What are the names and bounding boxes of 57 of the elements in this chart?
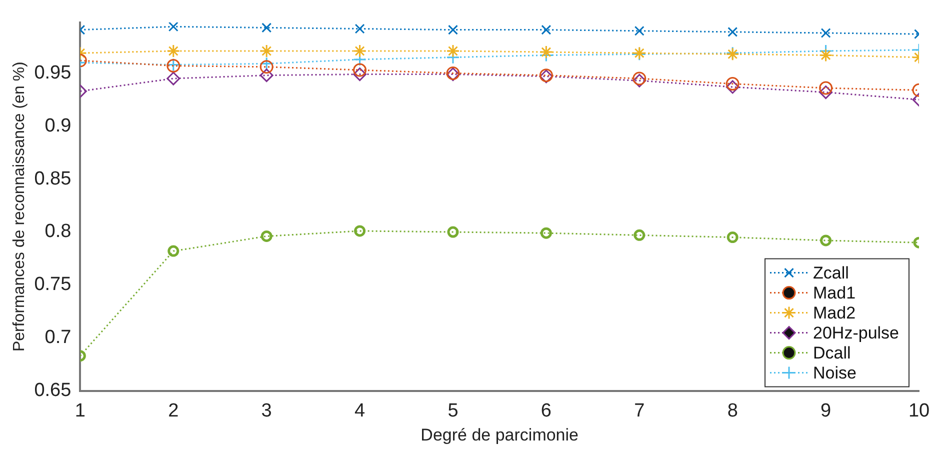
x-tick-label: 6	[540, 400, 552, 422]
point	[634, 26, 644, 36]
point	[726, 232, 738, 244]
x-tick-label: 3	[261, 400, 272, 422]
point	[447, 226, 459, 238]
point	[353, 63, 367, 77]
point	[354, 225, 366, 237]
point	[820, 28, 831, 38]
y-tick-label: 0.8	[44, 221, 72, 242]
y-tick-label: 0.75	[34, 274, 72, 296]
x-tick-label: 5	[448, 400, 458, 422]
point	[260, 60, 274, 74]
point	[260, 68, 274, 82]
x-tick-label: 10	[908, 400, 930, 422]
point	[540, 227, 552, 239]
legend-label: Zcall	[813, 263, 849, 282]
legend-label: 20Hz-pulse	[813, 323, 900, 342]
point	[353, 44, 367, 58]
point	[820, 234, 832, 246]
point	[728, 26, 738, 37]
x-tick-label: 9	[820, 400, 832, 422]
y-tick-label: 0.85	[34, 168, 72, 190]
legend-label: Dcall	[813, 343, 851, 362]
point	[634, 229, 646, 241]
legend-label: Mad1	[813, 283, 856, 302]
y-axis-title: Performances de reconnaissance (en %)	[11, 62, 28, 352]
y-tick-label: 0.7	[44, 327, 72, 348]
point	[260, 44, 274, 58]
point	[539, 45, 553, 59]
x-tick-label: 7	[634, 400, 645, 422]
point	[354, 24, 365, 34]
x-tick-label: 2	[168, 400, 179, 422]
point	[726, 77, 740, 91]
point	[260, 56, 274, 70]
point	[541, 24, 552, 35]
point	[166, 72, 180, 86]
point	[353, 68, 367, 82]
point	[448, 24, 458, 35]
x-tick-label: 4	[354, 400, 366, 422]
point	[819, 86, 833, 100]
point	[446, 44, 460, 58]
point	[168, 245, 180, 257]
y-tick-label: 0.95	[34, 62, 72, 84]
point	[819, 81, 833, 95]
x-axis-title: Degré de parcimonie	[420, 425, 578, 444]
point	[260, 230, 272, 242]
x-tick-label: 1	[74, 400, 86, 422]
legend-label: Mad2	[813, 303, 856, 322]
point	[726, 80, 740, 94]
y-tick-label: 0.9	[44, 115, 72, 136]
legend-label: Noise	[813, 363, 856, 382]
point	[819, 48, 833, 62]
point	[168, 22, 178, 32]
point	[262, 22, 272, 33]
x-tick-label: 8	[727, 400, 738, 422]
point	[166, 44, 180, 58]
y-tick-label: 0.65	[34, 380, 72, 402]
